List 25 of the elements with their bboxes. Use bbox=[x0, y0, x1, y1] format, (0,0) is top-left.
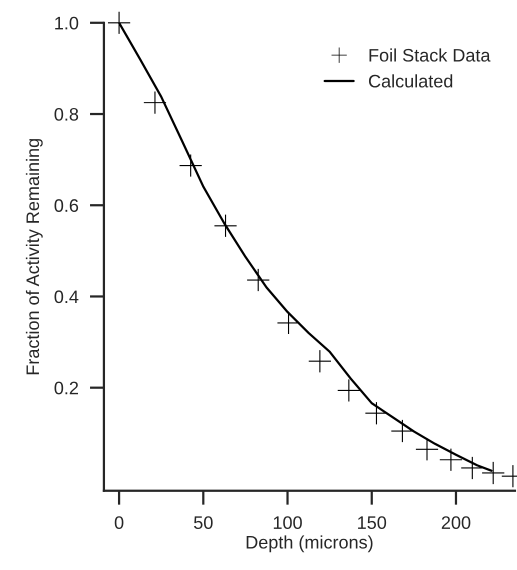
point bbox=[247, 268, 270, 292]
x-tick-label: 100 bbox=[274, 516, 302, 530]
point bbox=[308, 350, 331, 372]
point bbox=[180, 154, 202, 177]
point bbox=[214, 214, 237, 237]
y-tick-label: 0.4 bbox=[54, 290, 78, 304]
legend-label: Calculated bbox=[368, 74, 452, 88]
point bbox=[482, 462, 504, 484]
point bbox=[365, 402, 388, 424]
point bbox=[338, 379, 360, 402]
y-tick-label: 0.2 bbox=[54, 382, 78, 394]
point bbox=[416, 438, 438, 460]
point bbox=[108, 12, 130, 34]
x-tick-label: 150 bbox=[358, 516, 386, 530]
y-tick-label: 0.6 bbox=[54, 199, 78, 212]
x-tick-label: 0 bbox=[114, 516, 124, 530]
x-tick-label: 200 bbox=[442, 516, 470, 530]
point bbox=[440, 448, 462, 471]
x-tick-label: 50 bbox=[194, 516, 213, 530]
y-tick-label: 0.8 bbox=[54, 108, 78, 121]
point bbox=[461, 456, 484, 480]
legend-label: Foil Stack Data bbox=[370, 48, 490, 62]
x-axis-title: Depth (microns) bbox=[246, 535, 373, 552]
y-axis-title: Fraction of Activity Remaining bbox=[26, 139, 43, 374]
y-tick-label: 1.0 bbox=[55, 16, 78, 30]
